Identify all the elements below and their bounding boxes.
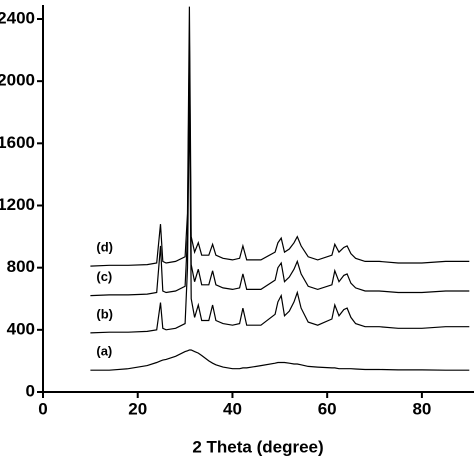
series-label: (a) (96, 344, 112, 359)
series-label: (d) (96, 240, 113, 255)
y-tick-label: 0 (26, 381, 35, 400)
y-tick-label: 2400 (0, 8, 35, 27)
series-line (90, 6, 470, 267)
y-tick-label: 1600 (0, 133, 35, 152)
y-tick-label: 800 (7, 257, 35, 276)
x-tick-label: 40 (223, 399, 242, 418)
x-tick-label: 80 (412, 399, 431, 418)
series-line (90, 88, 470, 334)
x-axis-label: 2 Theta (degree) (192, 437, 323, 456)
y-tick-label: 400 (7, 319, 35, 338)
x-tick-label: 20 (128, 399, 147, 418)
series-line (90, 42, 470, 297)
y-tick-label: 1200 (0, 195, 35, 214)
series-label: (b) (96, 306, 113, 321)
x-tick-label: 0 (38, 399, 47, 418)
series-line (90, 349, 470, 371)
x-tick-label: 60 (318, 399, 337, 418)
series-label: (c) (96, 269, 112, 284)
y-tick-label: 2000 (0, 71, 35, 90)
